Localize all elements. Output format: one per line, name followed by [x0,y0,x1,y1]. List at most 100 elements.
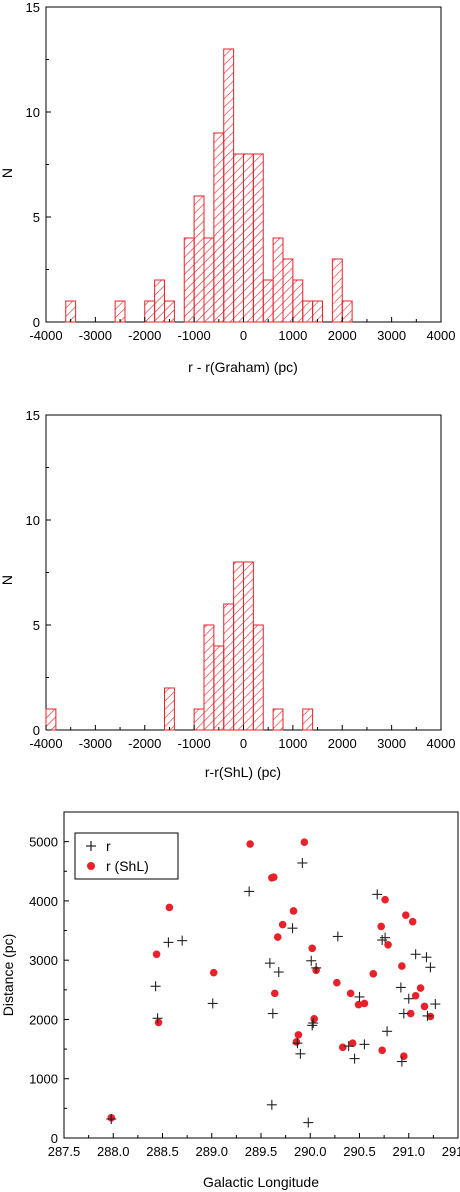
histogram-bar [252,624,264,731]
legend-dot-marker [87,862,95,870]
histogram-bar [312,300,323,323]
histogram-bar [203,624,215,731]
y-tick-label: 10 [26,513,40,528]
y-tick-label: 3000 [29,953,58,968]
y-tick-label: 10 [26,105,40,120]
x-tick-label: 4000 [427,736,456,751]
y-tick-label: 1000 [29,1072,58,1087]
histogram-bar [164,300,175,323]
data-point-r [244,886,255,897]
data-point-r-shl [398,962,406,970]
data-point-r [380,932,391,943]
data-point-r [372,889,383,900]
x-tick-label: 291.0 [392,1144,425,1159]
data-point-r-shl [338,1043,347,1052]
x-tick-label: 2000 [328,736,357,751]
histogram-bar [154,279,165,323]
x-tick-label: 289.5 [245,1144,278,1159]
data-point-r [430,999,441,1010]
histogram-bar [302,300,314,323]
x-tick-label: 288.5 [146,1144,179,1159]
histogram-bar [282,258,294,323]
x-tick-label: 290.5 [343,1144,376,1159]
histogram-bar [144,300,156,323]
histogram-bar [341,300,353,323]
bars [65,48,353,323]
x-tick-label: 289.0 [195,1144,228,1159]
data-point-r-shl [377,922,385,931]
data-point-r [421,952,432,963]
data-point-r [297,857,308,868]
data-point-r-shl [384,940,392,949]
y-tick-label: 2000 [29,1012,58,1027]
data-point-r-shl [408,917,417,926]
legend-label-r-shl: r (ShL) [106,858,149,874]
y-tick-label: 5 [33,210,40,225]
data-point-r-shl [411,991,420,1000]
data-point-r-shl [346,989,355,998]
x-ticks: 287.5 288.0 288.5 289.0 289.5 290.0 290.5 291.0… [48,1133,460,1159]
data-point-r [306,955,317,966]
histogram-graham-panel: -4000 -3000 -2000 -1000 0 1000 2000 3000 4000 0 5… [0,0,455,375]
data-point-r [264,958,275,969]
data-point-r-shl [294,1031,303,1039]
x-ticks: -4000 -3000 -2000 -1000 0 1000 2000 3000 4000 [29,725,455,751]
histogram-bar [331,258,343,323]
x-tick-label: -1000 [178,328,211,343]
y-tick-label: 0 [33,315,40,330]
x-tick-label: -4000 [29,328,62,343]
data-point-r-shl [310,1015,318,1023]
data-point-r [150,981,161,992]
x-tick-label: -1000 [178,736,211,751]
histogram-bar [223,48,235,323]
data-point-r-shl [270,873,278,881]
histogram-bar [213,132,225,323]
data-point-r-shl [426,1012,435,1021]
histogram-bar [302,708,314,731]
scatter-panel: 287.5 288.0 288.5 289.0 289.5 290.0 290.5 291.0… [0,811,460,1190]
data-point-r [403,993,414,1004]
x-tick-label: 0 [240,736,247,751]
x-tick-label: 3000 [377,328,406,343]
histogram-bar [243,561,254,731]
histogram-bar [164,687,175,731]
data-point-r-shl [381,895,389,904]
x-tick-label: 1000 [278,736,307,751]
points [106,838,441,1128]
x-tick-label: 3000 [377,736,406,751]
y-tick-label: 0 [33,723,40,738]
data-point-r [425,962,436,973]
data-point-r-shl [209,968,218,977]
histogram-bar [272,708,284,731]
data-point-r [343,1041,354,1052]
data-point-r-shl [378,1046,386,1055]
data-point-r [349,1053,360,1064]
x-tick-label: 2000 [328,328,357,343]
x-tick-label: 4000 [427,328,456,343]
data-point-r-shl [154,1018,163,1027]
x-tick-label: -2000 [128,328,161,343]
data-point-r [307,1020,318,1031]
data-point-r [303,1117,314,1128]
legend-cross-marker [86,841,96,851]
y-axis-title: Distance (pc) [0,934,16,1016]
x-tick-label: 291.5 [442,1144,460,1159]
data-point-r [295,1048,306,1059]
data-point-r [308,1018,319,1029]
data-point-r-shl [273,933,282,941]
data-point-r [396,1056,407,1067]
data-point-r [359,1039,370,1050]
x-tick-label: -2000 [128,736,161,751]
histogram-bar [292,279,304,323]
x-axis-title: r - r(Graham) (pc) [188,359,298,375]
data-point-r [422,1010,433,1021]
x-tick-label: -3000 [79,736,112,751]
histogram-bar [193,708,205,731]
y-tick-label: 5000 [29,835,58,850]
data-point-r [273,967,284,978]
x-axis-title: Galactic Longitude [203,1174,319,1190]
data-point-r [292,1038,303,1049]
data-point-r [395,982,406,993]
histogram-bar [193,195,205,323]
data-point-r-shl [420,1002,429,1011]
